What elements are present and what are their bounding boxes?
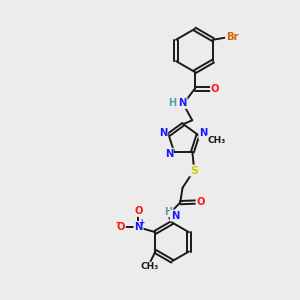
Text: H: H xyxy=(168,98,176,108)
Text: N: N xyxy=(134,222,143,232)
Text: O: O xyxy=(134,206,143,216)
Text: N: N xyxy=(199,128,208,138)
Text: O: O xyxy=(196,197,205,207)
Text: N: N xyxy=(165,148,173,159)
Text: CH₃: CH₃ xyxy=(207,136,226,145)
Text: O: O xyxy=(211,84,219,94)
Text: O: O xyxy=(116,222,125,232)
Text: -: - xyxy=(115,218,119,228)
Text: S: S xyxy=(190,166,198,176)
Text: CH₃: CH₃ xyxy=(140,262,159,272)
Text: H: H xyxy=(164,206,173,217)
Text: +: + xyxy=(139,218,145,226)
Text: Br: Br xyxy=(226,32,239,42)
Text: N: N xyxy=(171,211,179,221)
Text: N: N xyxy=(159,128,167,138)
Text: N: N xyxy=(178,98,187,108)
